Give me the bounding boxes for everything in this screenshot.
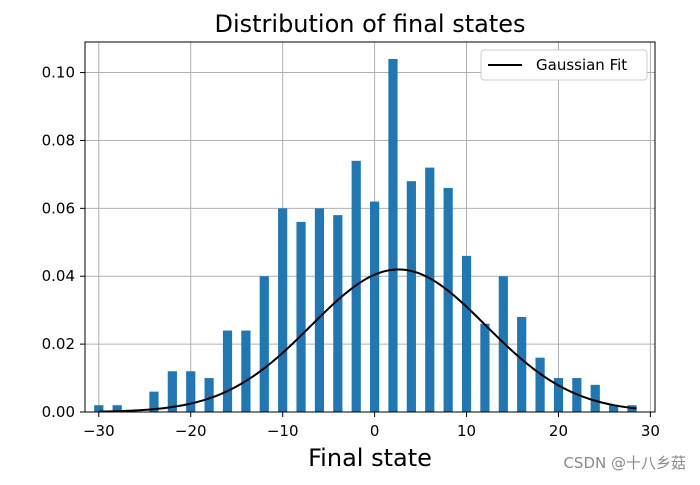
x-tick-label: 20 [549, 422, 568, 440]
chart-title: Distribution of final states [214, 10, 525, 38]
y-axis-ticks: 0.00 0.02 0.04 0.06 0.08 0.10 [42, 64, 85, 421]
bar [443, 187, 453, 412]
bar [259, 276, 269, 412]
x-tick-label: 10 [457, 422, 476, 440]
x-tick-label: −20 [175, 422, 207, 440]
y-tick-label: 0.06 [42, 199, 75, 217]
bar [112, 405, 122, 412]
bar [314, 208, 325, 412]
bar [498, 276, 508, 412]
bar [204, 378, 214, 412]
y-tick-label: 0.10 [42, 64, 75, 82]
bar [167, 371, 177, 412]
y-tick-label: 0.02 [42, 335, 75, 353]
bar [406, 181, 416, 412]
x-axis-label: Final state [308, 444, 432, 472]
x-tick-label: 0 [370, 422, 380, 440]
y-tick-label: 0.08 [42, 131, 75, 149]
bar [461, 255, 472, 412]
plot-frame [84, 41, 656, 413]
bars [94, 58, 637, 413]
bar [94, 405, 104, 412]
y-tick-label: 0.00 [42, 403, 75, 421]
x-tick-label: 30 [641, 422, 660, 440]
x-tick-label: −30 [83, 422, 115, 440]
gaussian-fit-line [98, 268, 637, 413]
bar [222, 330, 233, 412]
legend: Gaussian Fit [480, 49, 648, 81]
x-tick-label: −10 [267, 422, 299, 440]
bar [278, 208, 288, 412]
legend-label: Gaussian Fit [536, 56, 627, 74]
bar [388, 58, 398, 413]
bar [609, 405, 619, 412]
bar [425, 167, 435, 412]
bar [535, 357, 545, 412]
bar [517, 316, 527, 412]
y-tick-label: 0.04 [42, 267, 75, 285]
x-axis-ticks: −30 −20 −10 0 10 20 30 [83, 412, 660, 440]
bar [186, 371, 196, 412]
bar [590, 384, 600, 412]
watermark: CSDN @十八乡菇 [563, 454, 686, 472]
bar [370, 201, 380, 412]
bar [241, 330, 251, 412]
legend-box [480, 49, 648, 81]
bar [553, 378, 564, 412]
bar [149, 391, 159, 412]
bar [480, 323, 490, 412]
bar [296, 221, 306, 412]
bar [333, 215, 343, 412]
